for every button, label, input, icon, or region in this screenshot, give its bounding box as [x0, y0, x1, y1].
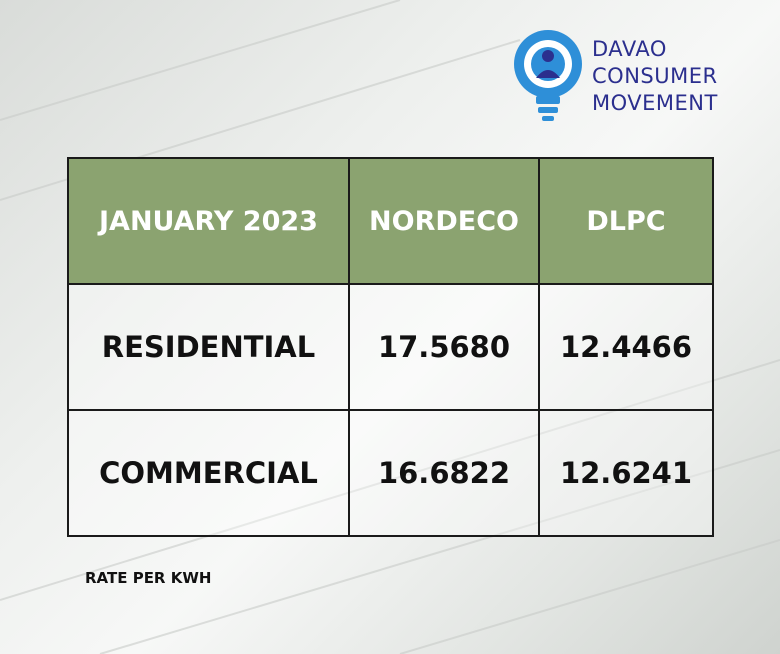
logo-line: MOVEMENT	[592, 91, 718, 115]
row-label: RESIDENTIAL	[67, 283, 350, 411]
logo-text: DAVAO CONSUMER MOVEMENT	[592, 36, 718, 117]
rate-cell: 12.4466	[538, 283, 714, 411]
header-cell: JANUARY 2023	[67, 157, 350, 285]
rate-table: JANUARY 2023 NORDECO DLPC RESIDENTIAL 17…	[67, 157, 714, 537]
table-row: RESIDENTIAL 17.5680 12.4466	[67, 283, 714, 411]
logo-line: CONSUMER	[592, 64, 718, 88]
header-row: JANUARY 2023 NORDECO DLPC	[67, 157, 714, 285]
rate-cell: 12.6241	[538, 409, 714, 537]
footer-note: RATE PER KWH	[85, 569, 212, 587]
logo-icon	[514, 30, 582, 121]
rate-cell: 17.5680	[348, 283, 540, 411]
header-cell: NORDECO	[348, 157, 540, 285]
header-cell: DLPC	[538, 157, 714, 285]
table-row: COMMERCIAL 16.6822 12.6241	[67, 409, 714, 537]
rate-cell: 16.6822	[348, 409, 540, 537]
logo-line: DAVAO	[592, 37, 667, 61]
row-label: COMMERCIAL	[67, 409, 350, 537]
